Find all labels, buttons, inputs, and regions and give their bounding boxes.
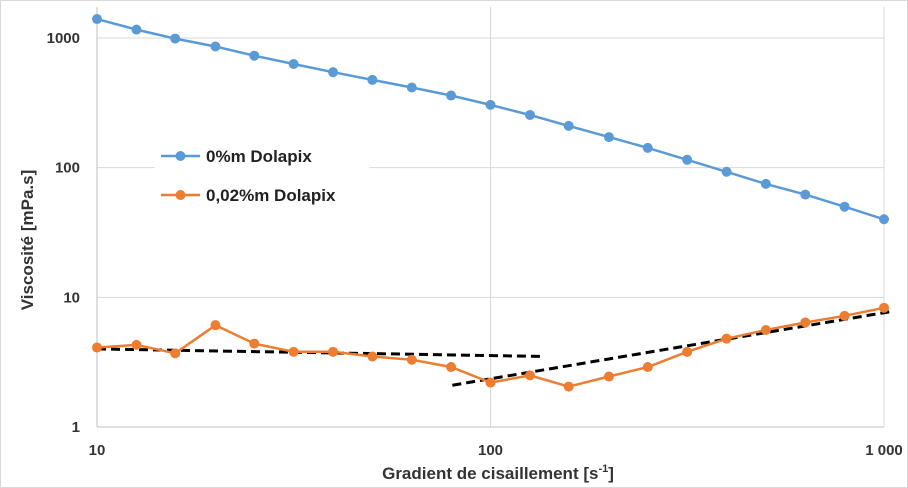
series-0-point-10 [485,99,496,110]
gridlines [97,7,885,427]
legend-label-0: 0%m Dolapix [206,147,312,166]
series-0-point-16 [721,166,732,177]
series-0-point-3 [210,41,221,52]
series-0-point-9 [446,90,457,101]
series-1-point-12 [563,381,574,392]
series-0-point-5 [288,59,299,70]
x-tick-label-2: 1 000 [865,442,903,459]
series-1-point-9 [446,362,457,373]
series-1-point-5 [288,346,299,357]
y-tick-label-3: 1000 [47,30,80,47]
trendline-0 [96,347,542,358]
tick-labels: 1 10 100 1000 10 100 1 000 [47,30,903,459]
trendline-1 [452,309,893,387]
series-0-point-14 [642,142,653,153]
series-1-point-14 [642,362,653,373]
x-axis-title: Gradient de cisaillement [s-1] [382,463,614,483]
series-0-point-12 [563,120,574,131]
legend-label-1: 0,02%m Dolapix [206,186,336,205]
series-1-point-18 [800,317,811,328]
series-1-point-20 [879,302,889,313]
series-1-point-4 [249,338,260,349]
y-tick-label-1: 10 [63,289,80,306]
series-1-point-1 [131,339,142,350]
series-1-point-2 [170,348,181,359]
series-0-point-17 [760,178,771,189]
y-axis-title: Viscosité [mPa.s] [18,170,37,310]
series-1-point-0 [92,342,102,353]
series-group [92,14,889,392]
legend: 0%m Dolapix 0,02%m Dolapix [155,142,370,214]
series-1-point-8 [406,354,417,365]
series-0-point-19 [839,201,850,212]
series-1-point-19 [839,310,850,321]
legend-swatch-marker-1 [175,190,186,200]
series-0-point-15 [682,154,693,165]
series-0-point-0 [92,14,102,25]
series-0-point-13 [603,132,614,143]
series-0-point-1 [131,24,142,35]
x-tick-label-1: 100 [478,442,503,459]
series-1-point-17 [760,324,771,335]
series-1-point-13 [603,371,614,382]
legend-background [155,142,370,214]
series-0-point-8 [406,82,417,93]
series-1-point-16 [721,333,732,344]
y-tick-label-2: 100 [55,160,80,177]
series-0-point-6 [328,67,339,78]
series-1-point-3 [210,320,221,331]
series-0-point-18 [800,189,811,200]
axes [96,7,884,428]
series-1-point-15 [682,346,693,357]
series-0-point-4 [249,50,260,61]
series-0-point-11 [524,109,535,120]
series-1-point-11 [524,370,535,381]
y-tick-label-0: 1 [72,419,80,436]
series-0-point-20 [879,214,889,225]
series-0-point-2 [170,33,181,44]
series-1-point-6 [328,346,339,357]
x-tick-label-0: 10 [89,442,106,459]
series-1-point-7 [367,351,378,362]
legend-swatch-marker-0 [175,151,186,161]
series-0-point-7 [367,74,378,85]
series-1-point-10 [485,377,496,388]
